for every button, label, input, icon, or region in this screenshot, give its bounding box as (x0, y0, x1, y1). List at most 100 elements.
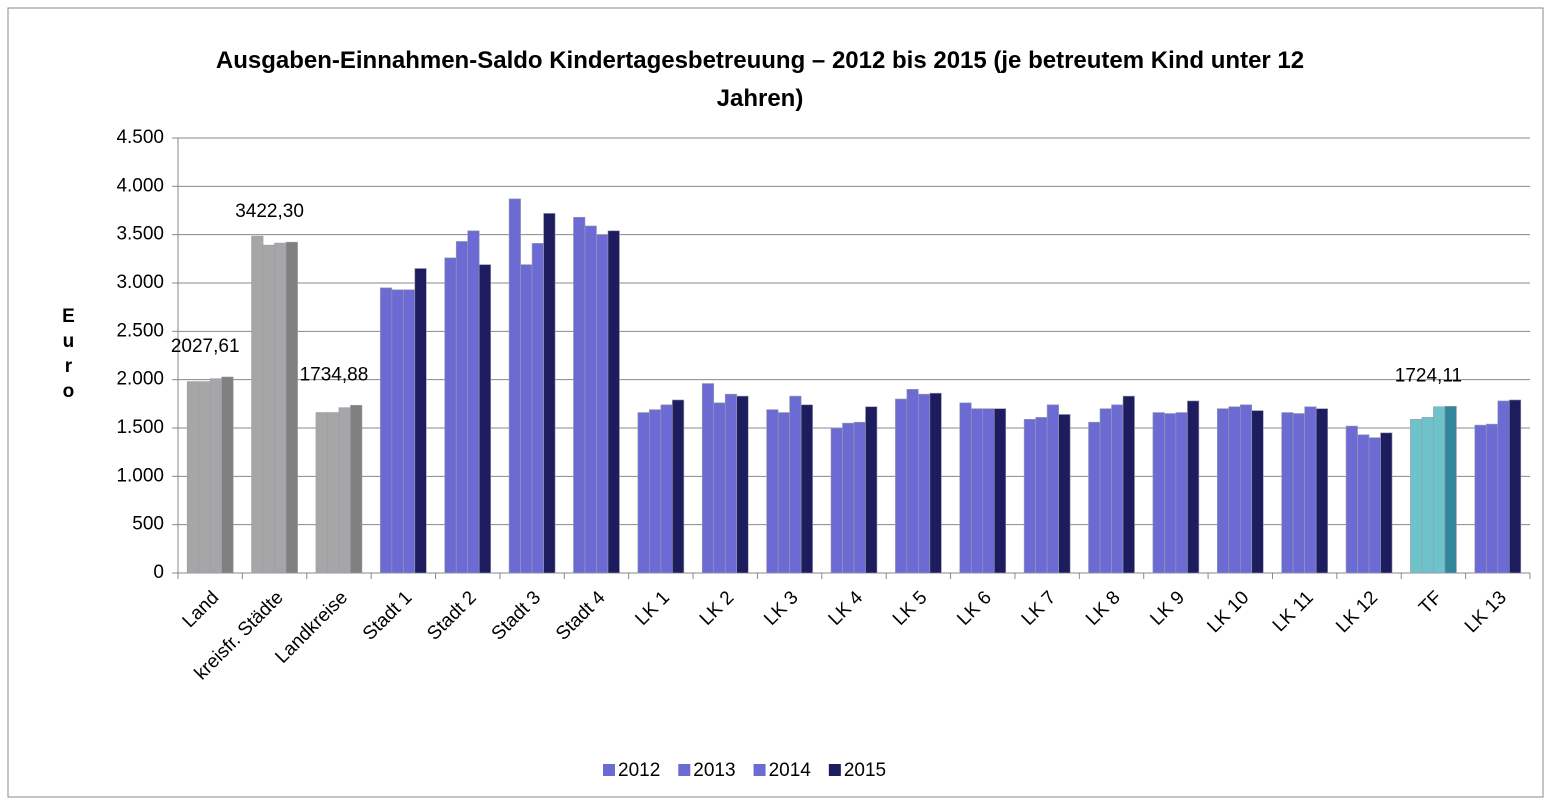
bar (520, 264, 533, 574)
bar (929, 392, 942, 574)
bar (1410, 418, 1423, 574)
bar (1444, 406, 1457, 574)
bar (508, 198, 521, 574)
bar (713, 402, 726, 574)
bar (1216, 408, 1230, 574)
bar (1187, 400, 1200, 574)
bar (403, 289, 416, 574)
bar (285, 241, 298, 574)
y-tick-label: 4.500 (116, 127, 164, 148)
bar (251, 235, 264, 574)
bar (1239, 404, 1253, 574)
bar (660, 404, 673, 574)
bar (701, 383, 715, 574)
bar (982, 408, 995, 574)
bar (1035, 417, 1048, 574)
y-tick-label: 3.000 (116, 272, 164, 293)
bar (736, 395, 749, 574)
bar (1486, 423, 1499, 574)
bar (315, 412, 328, 574)
legend-label: 2015 (844, 760, 886, 781)
bar (1345, 425, 1358, 574)
bar (1164, 413, 1177, 574)
bar (1175, 412, 1188, 574)
legend-swatch (828, 764, 841, 776)
chart-border (7, 7, 1544, 798)
bar (1152, 412, 1165, 574)
bar (766, 409, 779, 574)
bar (830, 427, 843, 574)
bar (1292, 413, 1305, 574)
legend-swatch (603, 764, 615, 776)
bar (380, 287, 393, 574)
bar (209, 378, 222, 574)
bar (414, 268, 427, 574)
bar (350, 404, 363, 574)
data-label: 1724,11 (1395, 365, 1462, 386)
bar (865, 406, 878, 574)
bar (467, 230, 480, 574)
bar (1509, 399, 1522, 574)
bar (1058, 414, 1071, 574)
chart-title: Ausgaben-Einnahmen-Saldo Kindertagesbetr… (215, 47, 1305, 112)
y-axis-label: Euro (58, 306, 79, 406)
bar (853, 421, 866, 574)
y-tick-label: 1.000 (116, 465, 164, 486)
data-label: 2027,61 (171, 336, 240, 357)
bar (1023, 418, 1036, 574)
bar (274, 242, 287, 574)
bar (198, 381, 211, 574)
bar (1122, 395, 1135, 574)
bar (1046, 404, 1059, 574)
bar (895, 398, 908, 574)
bar (842, 422, 855, 574)
bar (262, 244, 275, 574)
y-tick-label: 2.500 (116, 320, 164, 341)
bar (531, 243, 544, 574)
bar (607, 230, 620, 574)
bar (959, 402, 972, 574)
bar (906, 389, 919, 574)
bar (444, 257, 457, 574)
bar (637, 412, 650, 574)
legend-swatch (753, 764, 766, 776)
bar (800, 404, 813, 574)
bar (221, 376, 234, 574)
bar (391, 289, 404, 574)
bar (1368, 437, 1381, 574)
bar (478, 264, 492, 574)
bar (1380, 432, 1393, 574)
y-tick-label: 1.500 (116, 417, 164, 438)
bar (1228, 406, 1241, 574)
bar (918, 393, 931, 574)
bar (777, 412, 790, 574)
bar (1497, 400, 1510, 574)
bar (1251, 410, 1264, 574)
bar (1304, 406, 1317, 574)
legend-label: 2013 (693, 760, 735, 781)
bar (1357, 434, 1370, 574)
bar (970, 408, 984, 574)
data-label: 1734,88 (300, 364, 369, 385)
y-tick-label: 500 (132, 514, 164, 535)
bar (327, 412, 340, 574)
bar (649, 409, 662, 574)
bar (573, 216, 586, 574)
y-tick-label: 2.000 (116, 369, 164, 390)
legend-swatch (678, 764, 691, 776)
bar (543, 213, 556, 574)
bar (186, 381, 199, 574)
bar (1088, 421, 1101, 574)
bar (789, 395, 802, 574)
legend-label: 2012 (618, 760, 660, 781)
bar (596, 234, 609, 574)
bar (993, 408, 1007, 574)
bar (1099, 408, 1112, 574)
y-tick-label: 4.000 (116, 175, 164, 196)
bar (724, 393, 738, 574)
bar (1421, 417, 1434, 574)
bar (455, 241, 469, 574)
y-tick-label: 3.500 (116, 224, 164, 245)
